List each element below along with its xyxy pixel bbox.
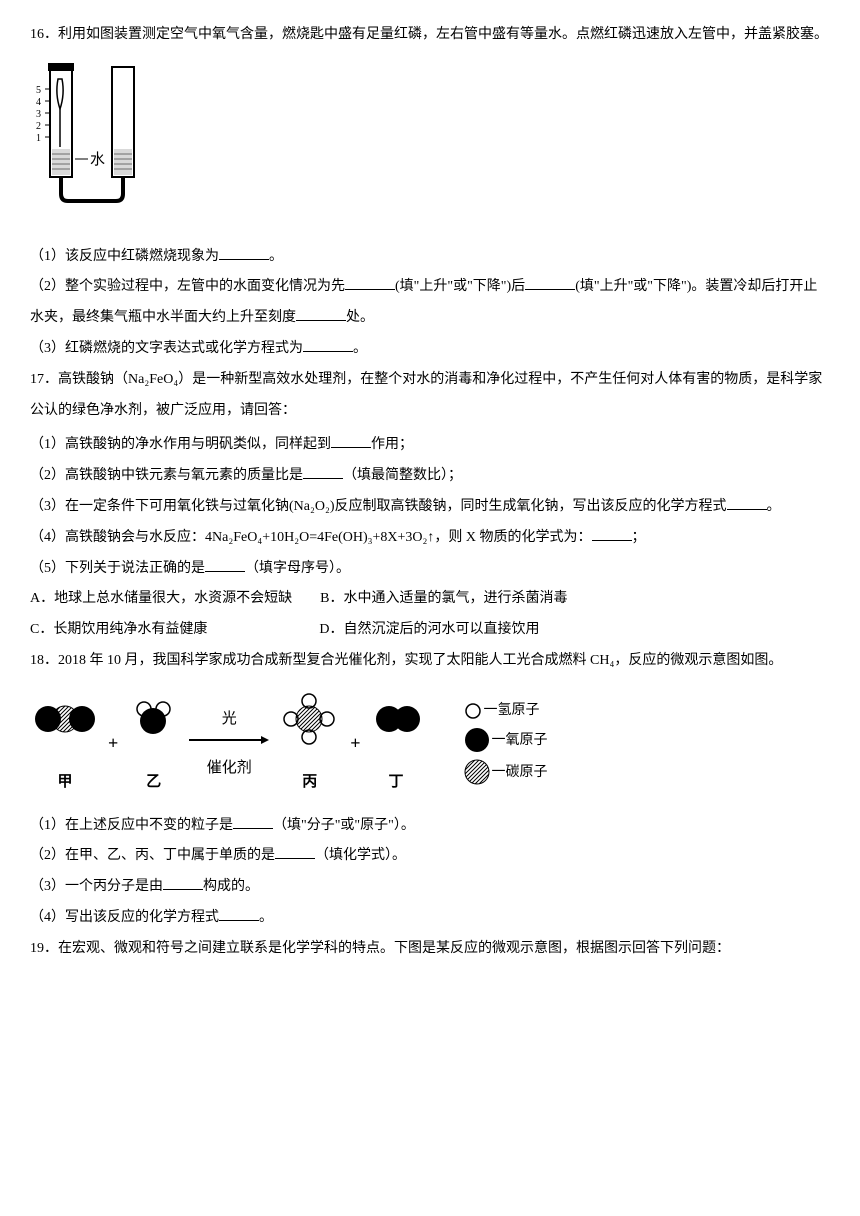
q18-number: 18． <box>30 653 58 668</box>
svg-text:3: 3 <box>36 109 41 120</box>
q18-sub1: （1）在上述反应中不变的粒子是（填"分子"或"原子"）。 <box>30 811 830 842</box>
q19-number: 19． <box>30 941 58 956</box>
q16-sub2: （2）整个实验过程中，左管中的水面变化情况为先(填"上升"或"下降")后(填"上… <box>30 272 830 334</box>
molecule-ding: 丁 <box>369 689 424 799</box>
molecule-yi: 乙 <box>126 689 181 799</box>
svg-text:5: 5 <box>36 85 41 96</box>
atom-legend: 一氢原子 一氧原子 一碳原子 <box>462 698 548 789</box>
q17-options: A．地球上总水储量很大，水资源不会短缺 B．水中通入适量的氯气，进行杀菌消毒 C… <box>30 584 830 646</box>
q17-number: 17． <box>30 372 58 387</box>
water-label: 水 <box>90 151 105 168</box>
legend-carbon: 一碳原子 <box>462 757 548 787</box>
blank-field[interactable] <box>727 493 767 510</box>
blank-field[interactable] <box>275 843 315 860</box>
blank-field[interactable] <box>331 432 371 449</box>
q16-intro: 利用如图装置测定空气中氧气含量，燃烧匙中盛有足量红磷，左右管中盛有等量水。点燃红… <box>58 27 828 42</box>
question-18: 18．2018 年 10 月，我国科学家成功合成新型复合光催化剂，实现了太阳能人… <box>30 646 830 677</box>
option-d: D．自然沉淀后的河水可以直接饮用 <box>319 622 539 637</box>
blank-field[interactable] <box>163 873 203 890</box>
question-17: 17．高铁酸钠（Na₂FeO₄）是一种新型高效水处理剂，在整个对水的消毒和净化过… <box>30 365 830 427</box>
molecule-bing: 丙 <box>277 689 342 799</box>
reaction-diagram: 甲 + 乙 光 催化剂 丙 + 丁 <box>30 689 830 799</box>
q19-intro: 在宏观、微观和符号之间建立联系是化学学科的特点。下图是某反应的微观示意图，根据图… <box>58 941 730 956</box>
q17-sub5: （5）下列关于说法正确的是（填字母序号）。 <box>30 554 830 585</box>
legend-hydrogen: 一氢原子 <box>462 698 548 723</box>
q16-number: 16． <box>30 27 58 42</box>
svg-text:1: 1 <box>36 133 41 144</box>
q17-sub2: （2）高铁酸钠中铁元素与氧元素的质量比是（填最简整数比）； <box>30 461 830 492</box>
q17-sub1: （1）高铁酸钠的净水作用与明矾类似，同样起到作用； <box>30 430 830 461</box>
svg-text:4: 4 <box>36 97 41 108</box>
q18-sub3: （3）一个丙分子是由构成的。 <box>30 872 830 903</box>
option-c: C．长期饮用纯净水有益健康 <box>30 622 207 637</box>
apparatus-diagram: 5 4 3 2 1 水 <box>30 59 830 222</box>
blank-field[interactable] <box>233 812 273 829</box>
blank-field[interactable] <box>296 304 346 321</box>
molecule-jia: 甲 <box>30 689 100 799</box>
blank-field[interactable] <box>525 274 575 291</box>
question-16: 16．利用如图装置测定空气中氧气含量，燃烧匙中盛有足量红磷，左右管中盛有等量水。… <box>30 20 830 51</box>
q17-intro: 高铁酸钠（Na₂FeO₄）是一种新型高效水处理剂，在整个对水的消毒和净化过程中，… <box>30 372 822 418</box>
blank-field[interactable] <box>303 335 353 352</box>
q18-sub2: （2）在甲、乙、丙、丁中属于单质的是（填化学式）。 <box>30 841 830 872</box>
blank-field[interactable] <box>303 462 343 479</box>
option-b: B．水中通入适量的氯气，进行杀菌消毒 <box>320 591 567 606</box>
plus-sign: + <box>350 724 360 764</box>
blank-field[interactable] <box>345 274 395 291</box>
blank-field[interactable] <box>219 904 259 921</box>
reaction-arrow: 光 催化剂 <box>189 710 269 777</box>
legend-oxygen: 一氧原子 <box>462 725 548 755</box>
blank-field[interactable] <box>205 555 245 572</box>
blank-field[interactable] <box>592 524 632 541</box>
question-19: 19．在宏观、微观和符号之间建立联系是化学学科的特点。下图是某反应的微观示意图，… <box>30 934 830 965</box>
svg-text:2: 2 <box>36 121 41 132</box>
q18-sub4: （4）写出该反应的化学方程式。 <box>30 903 830 934</box>
q16-sub1: （1）该反应中红磷燃烧现象为。 <box>30 242 830 273</box>
q16-sub3: （3）红磷燃烧的文字表达式或化学方程式为。 <box>30 334 830 365</box>
blank-field[interactable] <box>219 243 269 260</box>
q17-sub4: （4）高铁酸钠会与水反应：4Na₂FeO₄+10H₂O=4Fe(OH)₃+8X+… <box>30 523 830 554</box>
q17-sub3: （3）在一定条件下可用氧化铁与过氧化钠(Na₂O₂)反应制取高铁酸钠，同时生成氧… <box>30 492 830 523</box>
option-a: A．地球上总水储量很大，水资源不会短缺 <box>30 591 292 606</box>
plus-sign: + <box>108 724 118 764</box>
q18-intro: 2018 年 10 月，我国科学家成功合成新型复合光催化剂，实现了太阳能人工光合… <box>58 653 782 668</box>
